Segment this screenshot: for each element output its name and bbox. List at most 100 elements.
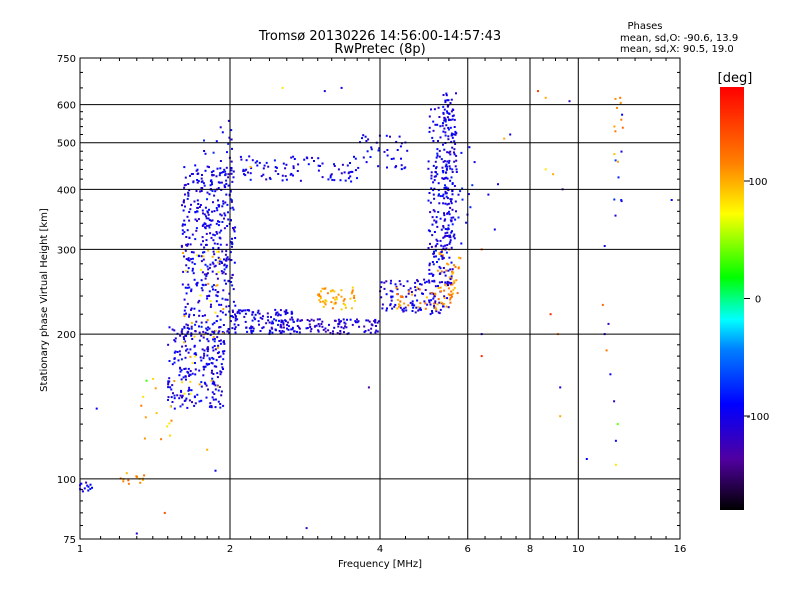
data-point — [222, 308, 225, 310]
data-point — [205, 215, 207, 218]
data-point — [404, 306, 407, 309]
data-point — [207, 326, 210, 329]
data-point — [375, 329, 378, 332]
data-point — [549, 313, 552, 316]
data-point — [243, 173, 245, 176]
data-point — [480, 355, 483, 358]
data-point — [285, 178, 288, 181]
data-point — [173, 394, 176, 397]
data-point — [211, 369, 213, 372]
data-point — [460, 242, 463, 245]
data-point — [195, 227, 198, 230]
data-point — [248, 155, 251, 158]
y-tick-label: 400 — [57, 185, 76, 196]
data-point — [234, 319, 237, 322]
data-point — [169, 434, 171, 437]
data-point — [220, 270, 223, 273]
data-point — [214, 264, 217, 267]
data-point — [184, 344, 187, 347]
data-point — [614, 130, 617, 133]
data-point — [290, 328, 293, 331]
data-point — [383, 281, 386, 284]
data-point — [376, 330, 379, 333]
data-point — [127, 482, 130, 485]
data-point — [270, 326, 273, 329]
data-point — [432, 189, 435, 192]
data-point — [217, 256, 220, 259]
data-point — [454, 165, 457, 168]
data-point — [231, 147, 233, 150]
data-point — [405, 309, 408, 312]
data-point — [284, 320, 287, 323]
data-point — [451, 270, 454, 273]
data-point — [414, 286, 417, 289]
data-point — [423, 300, 426, 303]
data-point — [190, 334, 193, 337]
data-point — [211, 219, 214, 222]
data-point — [455, 159, 458, 162]
y-tick-label: 500 — [57, 139, 76, 150]
data-point — [305, 327, 308, 330]
grid-lines — [80, 58, 680, 539]
data-point — [185, 312, 187, 315]
data-point — [216, 242, 219, 245]
data-point — [230, 172, 233, 175]
data-point — [323, 90, 326, 93]
data-point — [343, 331, 345, 334]
data-point — [202, 258, 205, 261]
data-point — [402, 310, 405, 313]
data-point — [449, 206, 452, 209]
data-point — [223, 217, 225, 220]
data-point — [430, 108, 432, 111]
data-point — [191, 401, 193, 404]
data-point — [229, 198, 232, 201]
data-point — [299, 179, 302, 182]
data-point — [306, 157, 309, 160]
data-point — [448, 210, 450, 213]
data-point — [195, 254, 198, 257]
data-point — [353, 294, 356, 297]
data-point — [459, 190, 462, 193]
stats-line-x: mean, sd,X: 90.5, 19.0 — [620, 44, 734, 55]
data-point — [230, 129, 233, 132]
data-point — [237, 324, 240, 327]
data-point — [216, 209, 219, 212]
data-point — [453, 280, 456, 283]
data-point — [242, 170, 245, 173]
data-point — [433, 197, 436, 200]
data-point — [473, 161, 476, 164]
data-point — [171, 328, 174, 331]
data-point — [454, 265, 457, 268]
data-point — [436, 240, 439, 242]
data-point — [179, 394, 182, 397]
data-point — [451, 118, 454, 121]
data-point — [191, 257, 194, 260]
data-point — [334, 319, 337, 322]
data-point — [287, 328, 290, 331]
data-point — [198, 369, 201, 372]
data-point — [340, 86, 343, 89]
data-point — [226, 225, 229, 227]
data-point — [259, 330, 262, 332]
data-point — [181, 381, 184, 384]
data-point — [442, 257, 445, 260]
data-point — [211, 323, 214, 326]
data-point — [214, 329, 217, 332]
data-point — [449, 102, 452, 104]
data-point — [167, 386, 170, 389]
data-point — [339, 179, 342, 182]
data-point — [213, 337, 216, 340]
data-point — [210, 181, 213, 184]
data-point — [434, 170, 437, 173]
data-point — [432, 164, 435, 167]
data-point — [411, 300, 414, 303]
data-point — [449, 241, 452, 244]
data-point — [429, 211, 432, 214]
data-point — [286, 321, 289, 324]
data-point — [537, 90, 539, 93]
data-point — [201, 225, 204, 227]
data-point — [275, 319, 278, 322]
data-point — [213, 253, 216, 256]
data-point — [317, 169, 320, 172]
data-point — [429, 292, 432, 295]
